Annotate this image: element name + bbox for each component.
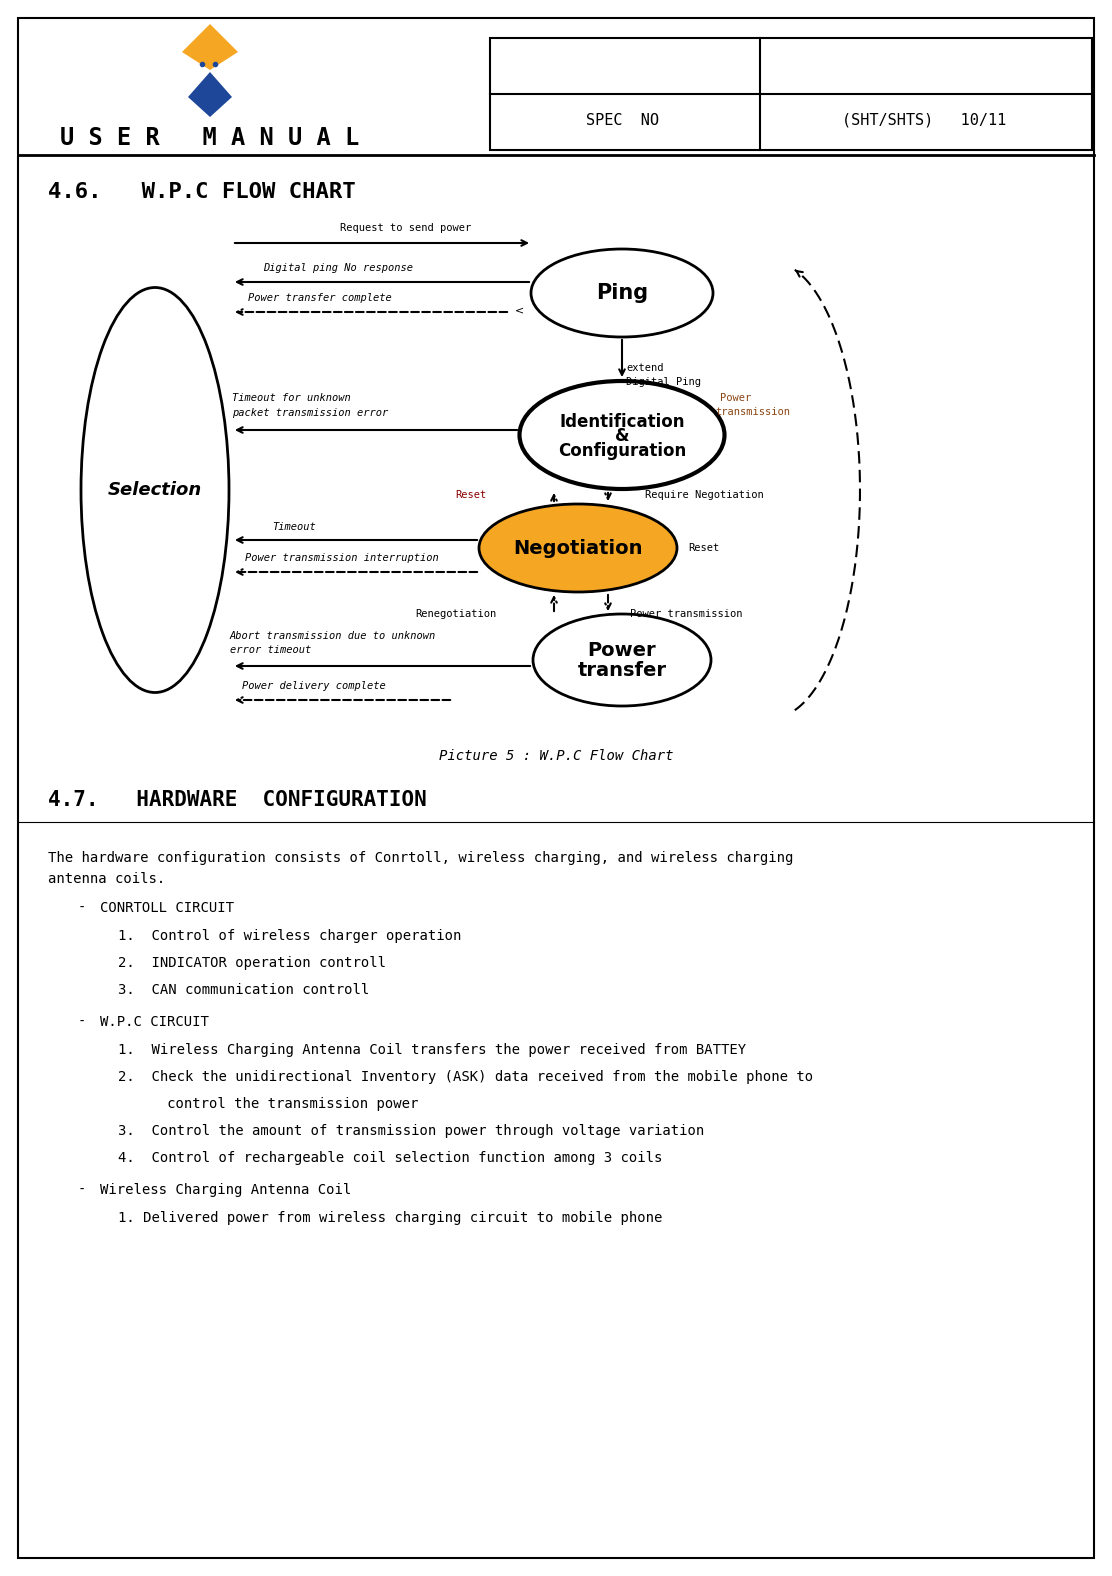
Text: 3.  CAN communication controll: 3. CAN communication controll xyxy=(118,983,369,998)
Text: The hardware configuration consists of Conrtoll, wireless charging, and wireless: The hardware configuration consists of C… xyxy=(48,851,793,865)
Text: Renegotiation: Renegotiation xyxy=(415,608,496,619)
Text: error timeout: error timeout xyxy=(230,645,311,656)
Text: SPEC  NO: SPEC NO xyxy=(586,112,658,128)
Text: Abort transmission due to unknown: Abort transmission due to unknown xyxy=(230,630,436,641)
Text: Require Negotiation: Require Negotiation xyxy=(645,490,764,500)
FancyBboxPatch shape xyxy=(490,38,1092,150)
Text: Identification: Identification xyxy=(559,413,685,430)
Text: Picture 5 : W.P.C Flow Chart: Picture 5 : W.P.C Flow Chart xyxy=(439,749,673,763)
Text: Timeout for unknown: Timeout for unknown xyxy=(232,392,350,403)
Text: Configuration: Configuration xyxy=(558,441,686,460)
Text: Ping: Ping xyxy=(596,284,648,303)
FancyBboxPatch shape xyxy=(18,17,1094,1559)
Text: 3.  Control the amount of transmission power through voltage variation: 3. Control the amount of transmission po… xyxy=(118,1124,704,1138)
Text: transfer: transfer xyxy=(577,660,666,679)
Text: <: < xyxy=(515,306,525,315)
Text: Reset: Reset xyxy=(455,490,486,500)
Ellipse shape xyxy=(533,615,711,706)
Text: 4.7.   HARDWARE  CONFIGURATION: 4.7. HARDWARE CONFIGURATION xyxy=(48,790,427,810)
Text: Selection: Selection xyxy=(108,481,202,500)
Text: 4.6.   W.P.C FLOW CHART: 4.6. W.P.C FLOW CHART xyxy=(48,181,356,202)
Text: Digital Ping: Digital Ping xyxy=(626,377,701,388)
Text: Reset: Reset xyxy=(688,544,719,553)
Text: -: - xyxy=(78,1184,87,1198)
Ellipse shape xyxy=(519,381,725,489)
Text: 1. Delivered power from wireless charging circuit to mobile phone: 1. Delivered power from wireless chargin… xyxy=(118,1210,663,1225)
Text: (SHT/SHTS)   10/11: (SHT/SHTS) 10/11 xyxy=(842,112,1006,128)
Ellipse shape xyxy=(532,249,713,337)
Text: &: & xyxy=(615,427,629,444)
Ellipse shape xyxy=(479,504,677,593)
Text: antenna coils.: antenna coils. xyxy=(48,872,166,886)
Text: 2.  Check the unidirectional Inventory (ASK) data received from the mobile phone: 2. Check the unidirectional Inventory (A… xyxy=(118,1070,813,1084)
Text: Power: Power xyxy=(587,640,656,659)
Text: Power transmission interruption: Power transmission interruption xyxy=(245,553,439,563)
Polygon shape xyxy=(188,72,232,117)
Text: Power transfer complete: Power transfer complete xyxy=(248,293,391,303)
Text: Negotiation: Negotiation xyxy=(514,539,643,558)
Text: W.P.C CIRCUIT: W.P.C CIRCUIT xyxy=(100,1015,209,1029)
Text: CONRTOLL CIRCUIT: CONRTOLL CIRCUIT xyxy=(100,901,234,916)
Text: packet transmission error: packet transmission error xyxy=(232,408,388,418)
Text: Wireless Charging Antenna Coil: Wireless Charging Antenna Coil xyxy=(100,1184,351,1198)
Text: Power transmission: Power transmission xyxy=(631,608,743,619)
Polygon shape xyxy=(182,24,238,69)
Ellipse shape xyxy=(81,287,229,692)
Text: Power: Power xyxy=(719,392,752,403)
Text: 1.  Wireless Charging Antenna Coil transfers the power received from BATTEY: 1. Wireless Charging Antenna Coil transf… xyxy=(118,1043,746,1057)
Text: extend: extend xyxy=(626,362,664,374)
Text: control the transmission power: control the transmission power xyxy=(142,1097,418,1111)
Text: transmission: transmission xyxy=(715,407,790,418)
Text: 1.  Control of wireless charger operation: 1. Control of wireless charger operation xyxy=(118,928,461,942)
Text: -: - xyxy=(78,901,87,916)
Text: Timeout: Timeout xyxy=(272,522,316,533)
Text: Digital ping No response: Digital ping No response xyxy=(264,263,413,273)
Text: Request to send power: Request to send power xyxy=(340,222,471,233)
Text: Power delivery complete: Power delivery complete xyxy=(242,681,386,690)
Text: 4.  Control of rechargeable coil selection function among 3 coils: 4. Control of rechargeable coil selectio… xyxy=(118,1150,663,1165)
Text: U S E R   M A N U A L: U S E R M A N U A L xyxy=(60,126,359,150)
Text: -: - xyxy=(78,1015,87,1029)
Text: 2.  INDICATOR operation controll: 2. INDICATOR operation controll xyxy=(118,957,386,969)
